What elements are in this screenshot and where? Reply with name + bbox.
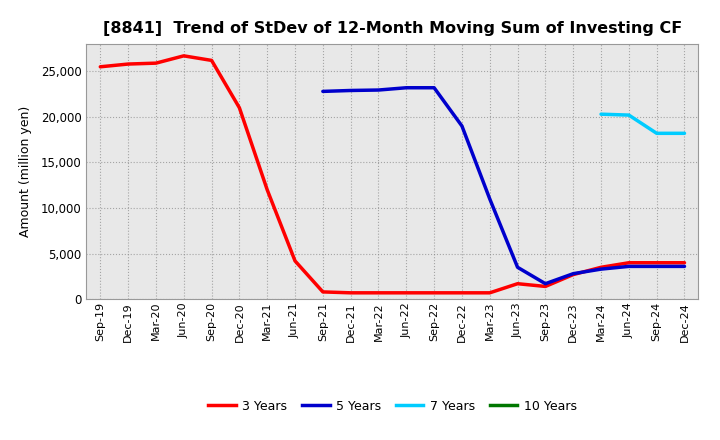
Legend: 3 Years, 5 Years, 7 Years, 10 Years: 3 Years, 5 Years, 7 Years, 10 Years <box>203 395 582 418</box>
Title: [8841]  Trend of StDev of 12-Month Moving Sum of Investing CF: [8841] Trend of StDev of 12-Month Moving… <box>103 21 682 36</box>
Y-axis label: Amount (million yen): Amount (million yen) <box>19 106 32 237</box>
